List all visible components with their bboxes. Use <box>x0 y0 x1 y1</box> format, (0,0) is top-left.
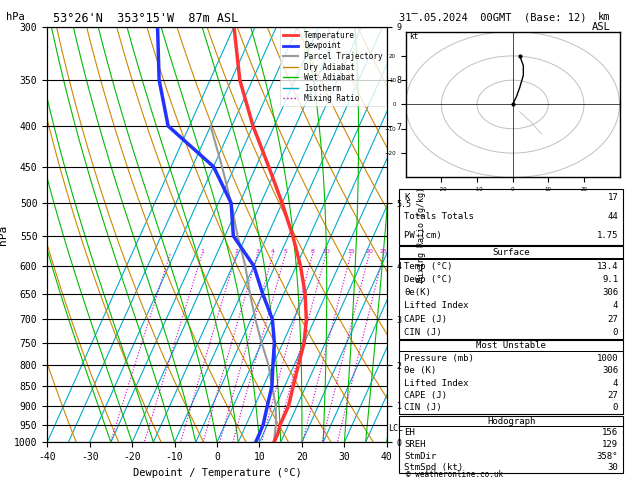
Bar <box>399 426 623 427</box>
Text: 129: 129 <box>602 440 618 449</box>
Text: 20: 20 <box>365 249 373 254</box>
Legend: Temperature, Dewpoint, Parcel Trajectory, Dry Adiabat, Wet Adiabat, Isotherm, Mi: Temperature, Dewpoint, Parcel Trajectory… <box>279 28 386 106</box>
Text: 0: 0 <box>613 328 618 337</box>
Bar <box>399 189 623 245</box>
Text: CIN (J): CIN (J) <box>404 403 442 413</box>
Text: 1: 1 <box>200 249 204 254</box>
Bar <box>399 340 623 414</box>
Text: 25: 25 <box>380 249 387 254</box>
Text: Lifted Index: Lifted Index <box>404 379 469 387</box>
Text: Temp (°C): Temp (°C) <box>404 262 452 271</box>
Text: θe (K): θe (K) <box>404 366 436 375</box>
Text: Most Unstable: Most Unstable <box>476 341 546 350</box>
Text: CAPE (J): CAPE (J) <box>404 314 447 324</box>
Text: 1000: 1000 <box>597 354 618 363</box>
Text: 9.1: 9.1 <box>602 275 618 284</box>
Text: kt: kt <box>409 32 418 41</box>
Text: CAPE (J): CAPE (J) <box>404 391 447 400</box>
Text: ASL: ASL <box>591 22 610 32</box>
Bar <box>399 416 623 473</box>
Text: 306: 306 <box>602 288 618 297</box>
Bar <box>399 351 623 352</box>
Text: 156: 156 <box>602 428 618 437</box>
Y-axis label: hPa: hPa <box>0 225 8 244</box>
Text: 4: 4 <box>613 301 618 311</box>
Text: CIN (J): CIN (J) <box>404 328 442 337</box>
Text: 27: 27 <box>608 314 618 324</box>
Text: 13.4: 13.4 <box>597 262 618 271</box>
Text: 4: 4 <box>613 379 618 387</box>
Text: Pressure (mb): Pressure (mb) <box>404 354 474 363</box>
Text: 306: 306 <box>602 366 618 375</box>
Text: Surface: Surface <box>493 248 530 258</box>
Text: SREH: SREH <box>404 440 425 449</box>
Text: 0: 0 <box>613 403 618 413</box>
Text: 10: 10 <box>322 249 330 254</box>
Text: EH: EH <box>404 428 415 437</box>
Text: StmDir: StmDir <box>404 451 436 461</box>
Bar <box>399 259 623 260</box>
Text: θe(K): θe(K) <box>404 288 431 297</box>
Text: LCL: LCL <box>388 424 403 433</box>
Text: 27: 27 <box>608 391 618 400</box>
X-axis label: Dewpoint / Temperature (°C): Dewpoint / Temperature (°C) <box>133 468 301 478</box>
Text: 15: 15 <box>347 249 355 254</box>
Text: Totals Totals: Totals Totals <box>404 212 474 221</box>
Text: Lifted Index: Lifted Index <box>404 301 469 311</box>
Text: Dewp (°C): Dewp (°C) <box>404 275 452 284</box>
Text: 5: 5 <box>284 249 287 254</box>
Text: 3: 3 <box>255 249 260 254</box>
Bar <box>399 246 623 339</box>
Text: 30: 30 <box>608 463 618 472</box>
Text: km: km <box>598 12 610 22</box>
Text: 17: 17 <box>608 193 618 203</box>
Text: Hodograph: Hodograph <box>487 417 535 426</box>
Text: 31̅.05.2024  00GMT  (Base: 12): 31̅.05.2024 00GMT (Base: 12) <box>399 12 587 22</box>
Text: 8: 8 <box>311 249 314 254</box>
Y-axis label: Mixing Ratio (g/kg): Mixing Ratio (g/kg) <box>417 187 426 282</box>
Text: 2: 2 <box>234 249 238 254</box>
Text: PW (cm): PW (cm) <box>404 231 442 240</box>
Text: © weatheronline.co.uk: © weatheronline.co.uk <box>406 469 503 479</box>
Text: 53°26'N  353°15'W  87m ASL: 53°26'N 353°15'W 87m ASL <box>53 12 239 25</box>
Text: 1.75: 1.75 <box>597 231 618 240</box>
Text: 358°: 358° <box>597 451 618 461</box>
Text: StmSpd (kt): StmSpd (kt) <box>404 463 463 472</box>
Text: 4: 4 <box>271 249 275 254</box>
Text: K: K <box>404 193 409 203</box>
Text: 44: 44 <box>608 212 618 221</box>
Text: hPa: hPa <box>6 12 25 22</box>
